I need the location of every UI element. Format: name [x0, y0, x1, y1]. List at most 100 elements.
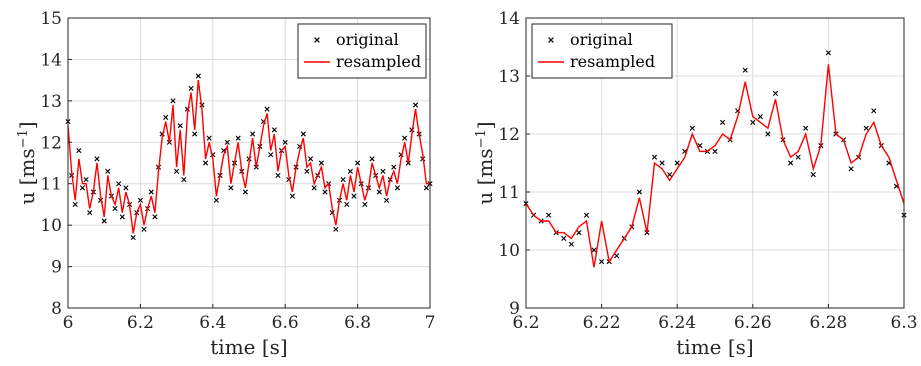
data-point-marker — [825, 50, 831, 56]
y-tick-label: 12 — [498, 125, 520, 145]
data-point-marker — [228, 185, 234, 191]
data-point-marker — [119, 214, 125, 220]
y-tick-label: 13 — [498, 67, 520, 87]
data-point-marker — [674, 160, 680, 166]
data-point-marker — [355, 160, 361, 166]
data-point-marker — [614, 253, 620, 259]
data-point-marker — [322, 189, 328, 195]
data-point-marker — [576, 230, 582, 236]
data-point-marker — [344, 201, 350, 208]
data-point-marker — [333, 226, 339, 232]
data-point-marker — [402, 135, 408, 141]
x-axis-label: time [s] — [210, 335, 287, 359]
data-point-marker — [174, 168, 180, 174]
legend-box — [531, 23, 673, 79]
data-point-marker — [250, 131, 256, 137]
data-point-marker — [181, 176, 187, 183]
data-point-marker — [810, 172, 816, 178]
data-point-marker — [340, 176, 346, 183]
x-tick-label: 6.26 — [734, 313, 772, 333]
data-point-marker — [772, 90, 779, 96]
y-tick-label: 11 — [498, 183, 520, 203]
data-point-marker — [318, 160, 324, 166]
y-axis-label: u [ms−1] — [473, 121, 497, 204]
data-point-marker — [101, 218, 107, 224]
x-tick-label: 6.4 — [199, 313, 226, 333]
data-point-marker — [242, 189, 248, 195]
y-tick-label: 14 — [498, 9, 520, 29]
data-point-marker — [376, 189, 382, 195]
data-point-marker — [757, 114, 763, 120]
data-point-marker — [79, 185, 86, 191]
chart-left: 6 6.2 6.4 6.6 6.8 7 8 9 10 11 12 13 14 15 time [s] u [m… — [15, 9, 435, 359]
data-point-marker — [268, 152, 274, 158]
data-point-marker — [224, 139, 230, 145]
data-point-marker — [170, 98, 176, 104]
legend-entry-resampled: resampled — [570, 52, 655, 71]
x-tick-label: 7 — [425, 313, 436, 333]
data-point-marker — [380, 168, 386, 174]
data-point-marker — [394, 185, 401, 191]
data-point-marker — [742, 67, 748, 73]
data-point-marker — [788, 160, 794, 166]
data-point-marker — [667, 172, 673, 178]
data-point-marker — [141, 226, 147, 232]
data-point-marker — [599, 259, 605, 265]
data-point-marker — [94, 156, 100, 162]
data-point-marker — [351, 193, 357, 199]
y-tick-label: 10 — [498, 241, 520, 261]
data-point-marker — [195, 73, 201, 79]
data-point-marker — [123, 185, 129, 191]
y-tick-label: 9 — [509, 299, 520, 319]
data-point-marker — [275, 172, 281, 179]
legend-box — [297, 23, 427, 79]
data-point-marker — [300, 131, 306, 137]
x-tick-label: 6.28 — [809, 313, 847, 333]
plot-area-frame — [525, 17, 905, 309]
data-point-marker — [112, 205, 118, 212]
data-point-marker — [423, 185, 429, 191]
data-point-marker — [591, 247, 597, 253]
x-tick-label: 6 — [63, 313, 74, 333]
data-point-marker — [712, 148, 718, 154]
series-line-resampled — [67, 80, 430, 234]
x-tick-label: 6.8 — [344, 313, 371, 333]
data-point-marker — [347, 168, 353, 174]
data-point-marker — [568, 241, 574, 247]
x-tick-label: 6.24 — [658, 313, 696, 333]
data-point-marker — [383, 197, 390, 203]
chart-right: 6.2 6.22 6.24 6.26 6.28 6.3 9 10 11 12 13 14 time [s… — [473, 9, 918, 359]
data-point-marker — [803, 125, 809, 131]
x-tick-label: 6.2 — [512, 313, 539, 333]
data-point-marker — [152, 214, 158, 220]
legend-entry-original: original — [570, 30, 633, 49]
plot-area-frame — [67, 17, 431, 309]
data-point-marker — [163, 114, 169, 121]
data-point-marker — [765, 131, 771, 137]
y-tick-label: 8 — [51, 299, 62, 319]
data-point-marker — [651, 154, 658, 160]
data-point-marker — [412, 102, 419, 108]
data-point-marker — [271, 127, 277, 133]
y-tick-label: 9 — [51, 258, 62, 278]
data-point-marker — [130, 234, 136, 241]
data-point-marker — [206, 135, 212, 141]
data-point-marker — [362, 201, 368, 208]
y-tick-label: 10 — [40, 216, 62, 236]
data-point-marker — [719, 119, 726, 125]
x-tick-label: 6.6 — [272, 313, 299, 333]
data-point-marker — [137, 197, 143, 203]
data-point-marker — [148, 189, 154, 195]
data-point-marker — [177, 123, 183, 129]
y-tick-label: 11 — [40, 175, 62, 195]
data-point-marker — [105, 168, 111, 174]
data-point-marker — [659, 160, 665, 166]
legend-swatch-marker — [548, 37, 554, 43]
y-axis-label: u [ms−1] — [15, 121, 39, 204]
data-point-marker — [304, 168, 310, 174]
data-point-marker — [83, 176, 89, 183]
data-point-marker — [116, 181, 122, 187]
data-point-marker — [235, 135, 241, 141]
data-point-marker — [282, 139, 288, 145]
